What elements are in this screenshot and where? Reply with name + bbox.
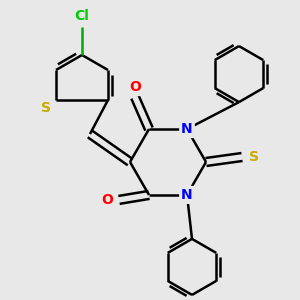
Text: S: S — [249, 150, 259, 164]
Text: N: N — [181, 122, 193, 136]
Text: O: O — [101, 193, 113, 207]
Text: N: N — [181, 188, 193, 202]
Text: S: S — [41, 101, 51, 115]
Text: Cl: Cl — [75, 9, 89, 23]
Text: O: O — [129, 80, 141, 94]
